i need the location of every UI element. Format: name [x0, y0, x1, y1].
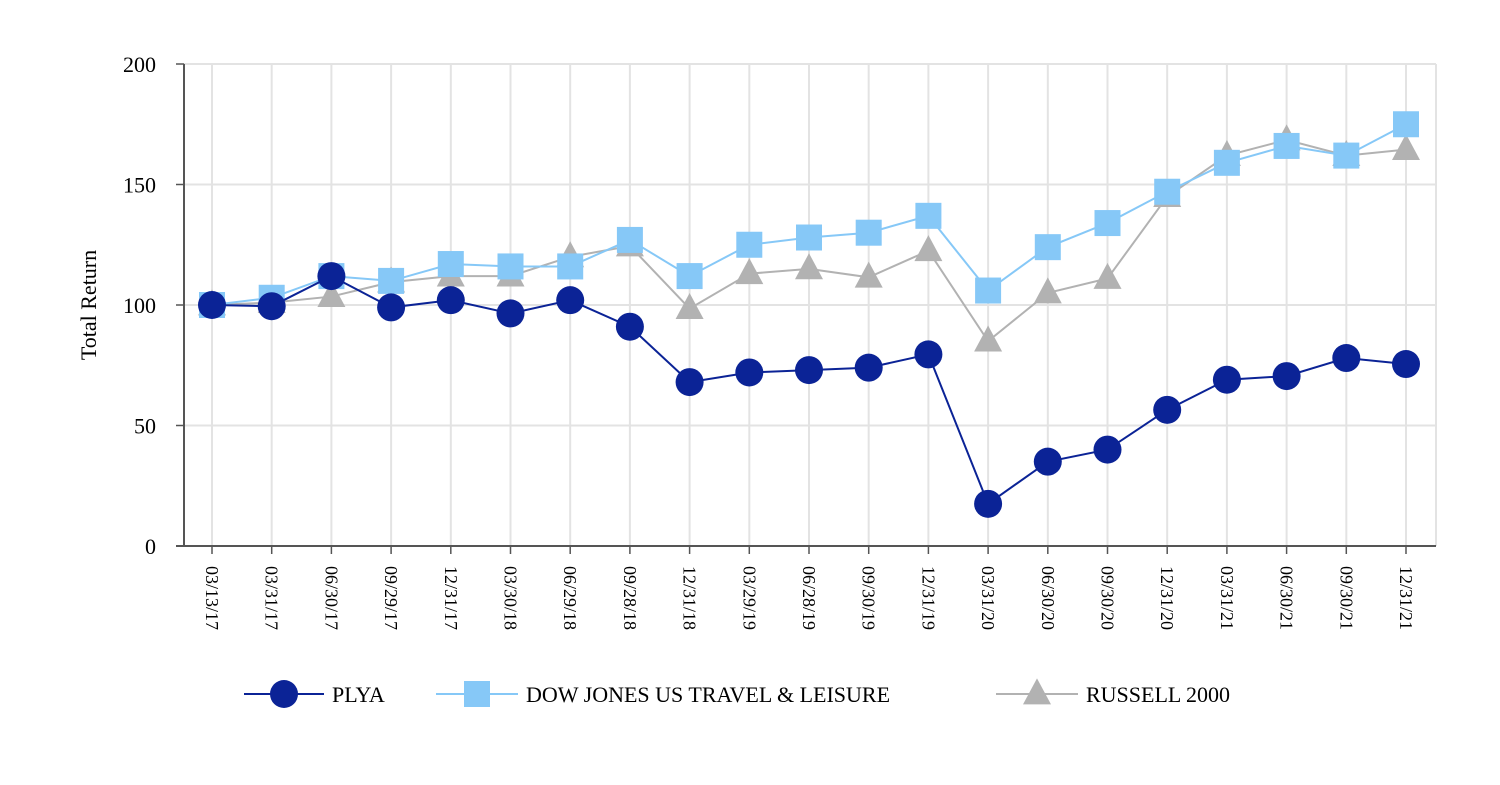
- data-point: [496, 299, 525, 328]
- data-point: [676, 263, 703, 290]
- data-point: [1094, 210, 1121, 237]
- data-point: [736, 231, 763, 258]
- data-point: [436, 286, 465, 315]
- data-point: [1093, 435, 1122, 464]
- x-tick-label: 06/30/20: [1038, 566, 1058, 630]
- data-point: [377, 293, 406, 322]
- data-point: [1033, 277, 1062, 304]
- data-point: [1212, 365, 1241, 394]
- x-tick-label: 12/31/18: [680, 566, 700, 630]
- data-point: [796, 224, 822, 251]
- gridlines: [184, 63, 1437, 546]
- data-point: [1333, 142, 1360, 169]
- data-point: [437, 251, 464, 278]
- data-point: [378, 267, 405, 294]
- data-point: [1093, 262, 1122, 289]
- data-point: [1272, 362, 1301, 391]
- x-tick-label: 12/31/20: [1157, 566, 1177, 630]
- data-point: [795, 253, 823, 280]
- y-tick-label: 50: [134, 414, 156, 439]
- legend-item: PLYA: [244, 680, 385, 708]
- data-point: [735, 258, 764, 285]
- data-point: [1332, 344, 1361, 373]
- data-point: [735, 358, 764, 387]
- data-point: [198, 291, 226, 319]
- data-point: [974, 325, 1003, 352]
- x-tick-label: 06/29/18: [560, 566, 580, 630]
- y-tick-label: 100: [123, 293, 156, 318]
- data-point: [1213, 149, 1240, 176]
- data-point: [1153, 395, 1182, 424]
- data-point: [1034, 234, 1061, 261]
- data-point: [675, 293, 704, 320]
- data-point: [317, 262, 346, 291]
- legend: PLYA DOW JONES US TRAVEL & LEISURE RUSSELL…: [244, 678, 1230, 708]
- data-point: [1393, 111, 1419, 138]
- legend-label: DOW JONES US TRAVEL & LEISURE: [526, 682, 890, 707]
- axes: 0 50 100 150 200 03/13/17 03/31/17 06/30/17 09/2…: [76, 52, 1436, 630]
- data-point: [915, 202, 942, 229]
- data-point: [615, 312, 644, 341]
- data-point: [1392, 133, 1420, 160]
- data-point: [317, 280, 346, 307]
- x-tick-label: 03/30/18: [501, 566, 521, 630]
- x-tick-label: 12/31/21: [1396, 566, 1416, 630]
- data-point: [556, 286, 585, 315]
- data-point: [854, 353, 883, 382]
- data-point: [1033, 447, 1062, 476]
- data-point: [557, 253, 584, 280]
- legend-marker: [1023, 678, 1051, 705]
- legend-marker: [270, 680, 298, 708]
- x-tick-label: 12/31/17: [441, 566, 461, 630]
- y-tick-label: 150: [123, 173, 156, 198]
- y-tick-label: 0: [145, 534, 156, 559]
- x-tick-label: 09/30/21: [1336, 566, 1356, 630]
- legend-label: PLYA: [332, 682, 385, 707]
- data-point: [257, 292, 286, 321]
- data-point: [855, 219, 882, 246]
- data-point: [914, 235, 943, 262]
- data-point: [854, 261, 883, 288]
- legend-item: RUSSELL 2000: [996, 678, 1230, 707]
- data-point: [1154, 178, 1181, 205]
- legend-marker: [464, 681, 490, 707]
- x-tick-label: 09/30/19: [859, 566, 879, 630]
- data-point: [497, 253, 524, 280]
- x-tick-label: 09/29/17: [381, 566, 401, 630]
- y-axis-title: Total Return: [76, 250, 101, 360]
- x-tick-label: 03/13/17: [202, 566, 222, 630]
- x-tick-label: 06/30/21: [1277, 566, 1297, 630]
- legend-label: RUSSELL 2000: [1086, 682, 1230, 707]
- data-point: [975, 277, 1002, 304]
- x-tick-label: 06/30/17: [321, 566, 341, 630]
- y-tick-label: 200: [123, 52, 156, 77]
- legend-item: DOW JONES US TRAVEL & LEISURE: [436, 681, 890, 707]
- data-point: [1273, 132, 1300, 159]
- data-point: [616, 226, 643, 253]
- x-tick-label: 03/31/20: [978, 566, 998, 630]
- x-tick-label: 06/28/19: [799, 566, 819, 630]
- data-point: [1392, 350, 1420, 379]
- series-group: [198, 111, 1420, 518]
- x-tick-label: 12/31/19: [918, 566, 938, 630]
- data-point: [675, 368, 704, 397]
- data-point: [795, 356, 823, 385]
- x-tick-label: 09/30/20: [1098, 566, 1118, 630]
- x-tick-label: 03/31/21: [1217, 566, 1237, 630]
- x-tick-label: 09/28/18: [620, 566, 640, 630]
- x-tick-label: 03/29/19: [739, 566, 759, 630]
- series-plya: [198, 262, 1420, 518]
- data-point: [974, 489, 1003, 518]
- data-point: [914, 340, 943, 369]
- x-tick-label: 03/31/17: [262, 566, 282, 630]
